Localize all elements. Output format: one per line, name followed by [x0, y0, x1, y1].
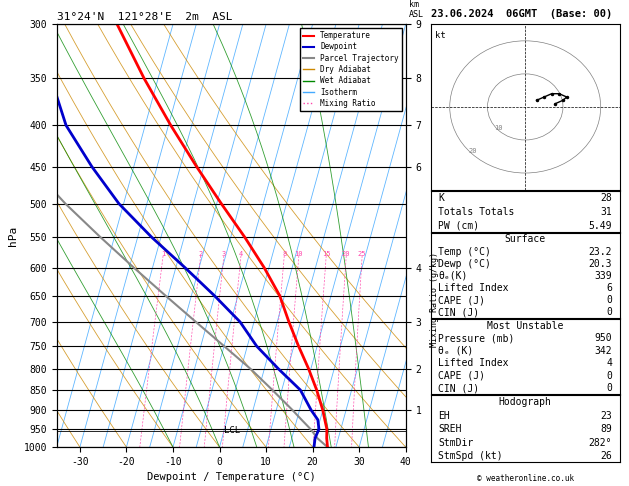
- Text: 282°: 282°: [589, 438, 612, 448]
- Text: Temp (°C): Temp (°C): [438, 246, 491, 257]
- Text: Most Unstable: Most Unstable: [487, 321, 564, 330]
- Text: 4: 4: [239, 251, 243, 257]
- Text: 8: 8: [282, 251, 286, 257]
- Text: 342: 342: [594, 346, 612, 356]
- Text: 10: 10: [294, 251, 303, 257]
- Text: © weatheronline.co.uk: © weatheronline.co.uk: [477, 474, 574, 484]
- Text: CAPE (J): CAPE (J): [438, 371, 486, 381]
- Text: 1: 1: [161, 251, 165, 257]
- Text: LCL: LCL: [225, 426, 240, 435]
- Text: 23: 23: [600, 411, 612, 421]
- Text: 4: 4: [606, 358, 612, 368]
- Text: Lifted Index: Lifted Index: [438, 283, 509, 293]
- Text: Lifted Index: Lifted Index: [438, 358, 509, 368]
- Text: 3: 3: [221, 251, 226, 257]
- X-axis label: Dewpoint / Temperature (°C): Dewpoint / Temperature (°C): [147, 472, 316, 483]
- Text: 0: 0: [606, 371, 612, 381]
- Text: SREH: SREH: [438, 424, 462, 434]
- Text: EH: EH: [438, 411, 450, 421]
- Text: Mixing Ratio (g/kg): Mixing Ratio (g/kg): [430, 252, 438, 347]
- Text: 5.49: 5.49: [589, 221, 612, 231]
- Text: 26: 26: [600, 451, 612, 461]
- Text: 339: 339: [594, 271, 612, 281]
- Text: StmDir: StmDir: [438, 438, 474, 448]
- Text: θₑ (K): θₑ (K): [438, 346, 474, 356]
- Text: 0: 0: [606, 295, 612, 305]
- Text: StmSpd (kt): StmSpd (kt): [438, 451, 503, 461]
- Text: Hodograph: Hodograph: [499, 398, 552, 407]
- Text: 15: 15: [322, 251, 330, 257]
- Y-axis label: hPa: hPa: [8, 226, 18, 246]
- Text: Dewp (°C): Dewp (°C): [438, 259, 491, 269]
- Text: 31°24'N  121°28'E  2m  ASL: 31°24'N 121°28'E 2m ASL: [57, 12, 232, 22]
- Text: 10: 10: [494, 125, 503, 131]
- Text: 0: 0: [606, 307, 612, 317]
- Text: CIN (J): CIN (J): [438, 383, 479, 394]
- Text: Totals Totals: Totals Totals: [438, 207, 515, 217]
- Text: km
ASL: km ASL: [409, 0, 424, 19]
- Text: PW (cm): PW (cm): [438, 221, 479, 231]
- Text: 23.2: 23.2: [589, 246, 612, 257]
- Text: 20: 20: [468, 148, 477, 154]
- Text: 0: 0: [606, 383, 612, 394]
- Text: kt: kt: [435, 31, 445, 40]
- Text: 28: 28: [600, 193, 612, 203]
- Text: Pressure (mb): Pressure (mb): [438, 333, 515, 343]
- Text: 6: 6: [606, 283, 612, 293]
- Legend: Temperature, Dewpoint, Parcel Trajectory, Dry Adiabat, Wet Adiabat, Isotherm, Mi: Temperature, Dewpoint, Parcel Trajectory…: [299, 28, 402, 111]
- Text: CAPE (J): CAPE (J): [438, 295, 486, 305]
- Text: Surface: Surface: [504, 234, 546, 244]
- Text: 950: 950: [594, 333, 612, 343]
- Text: 2: 2: [198, 251, 203, 257]
- Text: 20: 20: [342, 251, 350, 257]
- Text: 20.3: 20.3: [589, 259, 612, 269]
- Text: 89: 89: [600, 424, 612, 434]
- Text: 25: 25: [358, 251, 366, 257]
- Text: 23.06.2024  06GMT  (Base: 00): 23.06.2024 06GMT (Base: 00): [431, 9, 612, 19]
- Text: θₑ(K): θₑ(K): [438, 271, 468, 281]
- Text: CIN (J): CIN (J): [438, 307, 479, 317]
- Text: 31: 31: [600, 207, 612, 217]
- Text: K: K: [438, 193, 444, 203]
